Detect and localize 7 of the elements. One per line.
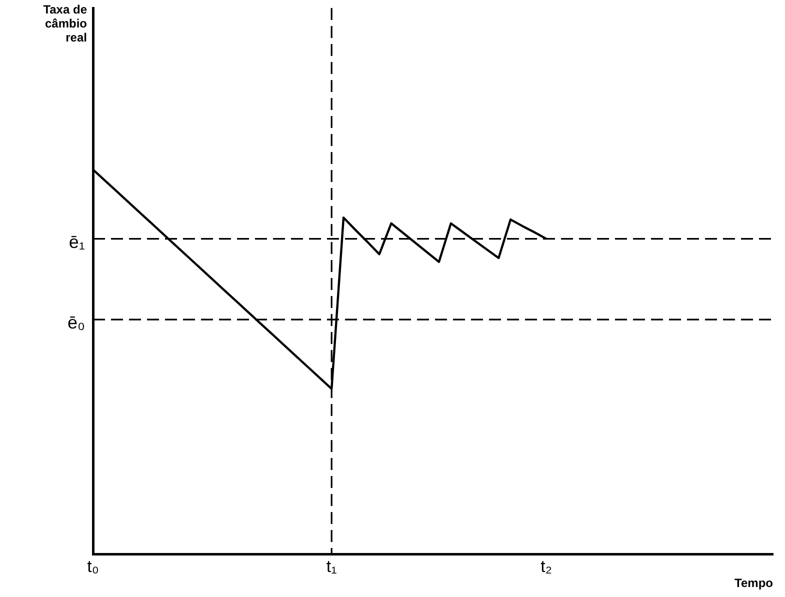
- x-tick-label: t₀: [87, 557, 99, 576]
- ref-line-label: ē₀: [68, 312, 85, 333]
- text: Taxa de câmbio real: [43, 2, 88, 44]
- x-axis-title: Tempo: [734, 576, 773, 590]
- ref-line-label: ē₁: [68, 232, 85, 252]
- x-tick-label: t₂: [540, 557, 552, 576]
- x-tick-label: t₁: [326, 557, 338, 576]
